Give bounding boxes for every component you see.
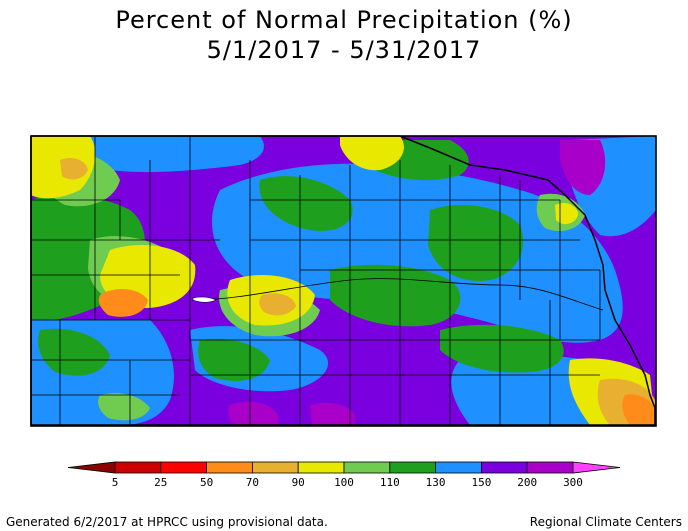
lake-mcconaughy [192, 296, 217, 303]
legend-swatch [389, 461, 436, 474]
zone-orange-se [622, 394, 655, 425]
zone-green-panhandle [38, 328, 110, 376]
map-title: Percent of Normal Precipitation (%) [115, 6, 573, 34]
zone-green-central [330, 264, 461, 327]
legend-tick-label: 150 [471, 476, 491, 489]
zone-lightgreen-south [98, 393, 150, 421]
legend-swatch [114, 461, 162, 474]
zone-magentapurple-ne [560, 140, 606, 195]
footer-credit: Regional Climate Centers [529, 515, 682, 529]
zone-blue-north [88, 136, 264, 173]
legend-tick-label: 5 [112, 476, 119, 489]
zone-blue-southeast [451, 354, 598, 425]
zone-green-southeast [440, 324, 564, 373]
legend-swatch [297, 461, 345, 474]
zone-gold-nw [60, 158, 88, 180]
legend-swatch [343, 461, 391, 474]
legend-swatch [251, 461, 299, 474]
footer-generated-note: Generated 6/2/2017 at HPRCC using provis… [6, 515, 328, 529]
county-boundaries [31, 136, 601, 425]
zone-gold-central [259, 293, 296, 316]
map-subtitle: 5/1/2017 - 5/31/2017 [206, 36, 482, 64]
zone-magentapurple-south2 [310, 403, 355, 425]
zone-yellow-ne-spot [555, 203, 578, 225]
zone-green-northcentral [259, 176, 353, 231]
legend-tick-label: 25 [154, 476, 167, 489]
legend-swatch [480, 461, 528, 474]
legend-arrow-low [67, 461, 116, 474]
legend-tick-label: 200 [517, 476, 537, 489]
legend-labels: 5 25 50 70 90 100 110 130 150 200 300 [112, 476, 583, 489]
legend-tick-label: 110 [380, 476, 400, 489]
map-frame [30, 135, 657, 427]
zone-green-south [198, 338, 270, 381]
legend-tick-label: 300 [563, 476, 583, 489]
legend-swatch [435, 461, 482, 474]
legend-tick-label: 50 [200, 476, 213, 489]
zone-yellow-north [340, 136, 404, 171]
legend-bar [67, 461, 621, 474]
legend-tick-label: 90 [292, 476, 305, 489]
legend-tick-label: 100 [334, 476, 354, 489]
legend-tick-label: 130 [426, 476, 446, 489]
zone-green-east [428, 205, 524, 281]
legend-swatch [206, 461, 253, 474]
zone-orange-west [98, 288, 148, 317]
missouri-river [399, 135, 656, 409]
legend-swatch [160, 461, 208, 474]
platte-river [194, 278, 604, 311]
legend-swatch [526, 461, 574, 474]
legend-tick-label: 70 [246, 476, 259, 489]
legend-arrow-high [572, 461, 621, 474]
zone-magentapurple-south [227, 401, 278, 425]
